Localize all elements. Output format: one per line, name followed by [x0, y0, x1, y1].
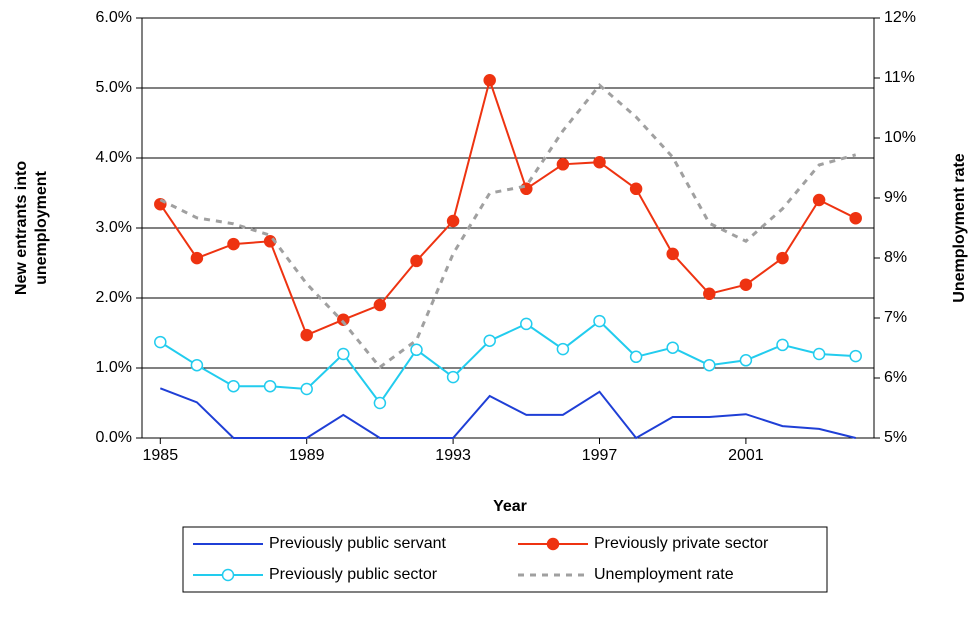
x-tick-label: 1993 — [435, 447, 471, 464]
series-line — [159, 76, 857, 337]
y2-tick-label: 10% — [884, 129, 916, 146]
legend-box — [182, 526, 828, 593]
y2-tick-label: 7% — [884, 309, 907, 326]
point — [263, 379, 277, 393]
point — [849, 349, 862, 363]
point — [483, 74, 496, 87]
point — [446, 214, 460, 228]
point — [593, 314, 606, 328]
point — [190, 358, 204, 372]
point — [812, 347, 826, 361]
legend-marker — [221, 568, 235, 582]
point — [703, 287, 716, 301]
point — [812, 193, 826, 207]
legend-marker — [546, 537, 560, 551]
point — [556, 158, 570, 171]
y2-tick-label: 8% — [884, 249, 907, 266]
legend-label: Previously public sector — [269, 566, 438, 583]
y-tick-label: 0.0% — [96, 429, 132, 446]
point — [666, 247, 679, 261]
y-axis-title: unemployment — [33, 170, 50, 284]
point — [227, 379, 240, 393]
point — [703, 358, 716, 372]
y2-tick-label: 6% — [884, 369, 907, 386]
point — [410, 343, 423, 357]
point — [739, 278, 753, 291]
point — [337, 347, 350, 361]
x-tick-label: 1985 — [143, 447, 179, 464]
y2-tick-label: 11% — [884, 69, 915, 86]
point — [373, 298, 387, 312]
point — [520, 317, 533, 331]
point — [739, 354, 753, 367]
point — [227, 237, 240, 251]
point — [300, 328, 313, 342]
y2-axis-title: Unemployment rate — [951, 153, 968, 302]
y-tick-label: 6.0% — [96, 9, 132, 26]
point — [483, 334, 496, 347]
y-tick-label: 2.0% — [96, 289, 132, 306]
y-tick-label: 1.0% — [96, 359, 132, 376]
point — [154, 335, 167, 349]
point — [300, 382, 313, 396]
legend-label: Unemployment rate — [594, 566, 734, 583]
point — [776, 338, 789, 352]
series-line — [159, 387, 856, 440]
legend-label: Previously private sector — [594, 535, 769, 552]
point — [190, 251, 204, 265]
point — [520, 182, 533, 196]
series-line — [159, 83, 857, 370]
y-tick-label: 5.0% — [96, 79, 132, 96]
legend-label: Previously public servant — [269, 535, 447, 552]
point — [373, 396, 387, 410]
y2-tick-label: 12% — [884, 9, 916, 26]
point — [337, 313, 350, 326]
y2-tick-label: 9% — [884, 189, 907, 206]
point — [593, 155, 606, 169]
point — [629, 182, 643, 196]
x-tick-label: 1997 — [582, 447, 618, 464]
point — [666, 341, 679, 354]
point — [849, 211, 862, 225]
x-tick-label: 1989 — [289, 447, 325, 464]
x-axis-title: Year — [493, 498, 527, 515]
point — [410, 254, 423, 268]
y-tick-label: 3.0% — [96, 219, 132, 236]
y-axis-title: New entrants into — [13, 161, 30, 295]
point — [776, 251, 789, 265]
y2-tick-label: 5% — [884, 429, 907, 446]
point — [446, 370, 460, 384]
x-tick-label: 2001 — [728, 447, 764, 464]
point — [556, 342, 570, 356]
point — [629, 350, 643, 364]
y-tick-label: 4.0% — [96, 149, 132, 166]
